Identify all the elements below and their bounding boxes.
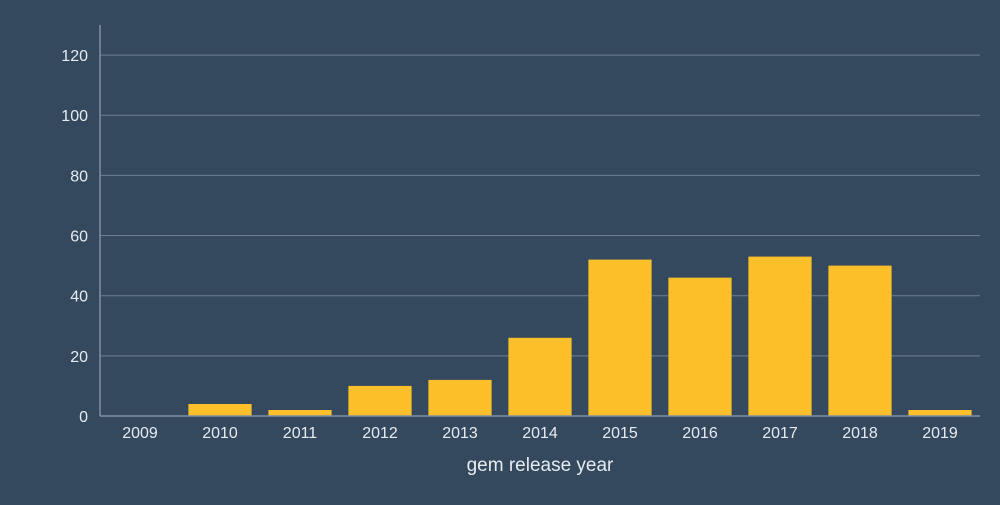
bar-2016[interactable] — [668, 277, 732, 416]
y-tick-label: 80 — [70, 168, 88, 185]
x-tick-label: 2018 — [842, 425, 878, 442]
x-tick-label: 2012 — [362, 425, 398, 442]
bar-2015[interactable] — [588, 259, 652, 416]
bar-2011[interactable] — [268, 409, 332, 416]
x-tick-label: 2009 — [122, 425, 158, 442]
axes — [99, 25, 980, 417]
x-axis-title: gem release year — [467, 455, 614, 476]
bar-2012[interactable] — [348, 385, 412, 416]
y-tick-labels: 0 20 40 60 80 100 120 — [61, 48, 88, 426]
y-tick-label: 0 — [79, 409, 88, 426]
y-tick-label: 120 — [61, 48, 88, 65]
bars — [188, 256, 972, 416]
y-tick-label: 100 — [61, 108, 88, 125]
x-tick-label: 2016 — [682, 425, 718, 442]
x-tick-label: 2013 — [442, 425, 478, 442]
x-tick-label: 2011 — [283, 425, 318, 442]
bar-2010[interactable] — [188, 403, 252, 416]
x-tick-label: 2017 — [762, 425, 798, 442]
bar-2018[interactable] — [828, 265, 892, 416]
y-tick-label: 60 — [70, 229, 88, 246]
x-tick-label: 2015 — [602, 425, 638, 442]
y-tick-label: 40 — [70, 289, 88, 306]
y-tick-label: 20 — [70, 349, 88, 366]
x-tick-label: 2014 — [522, 425, 558, 442]
bar-2017[interactable] — [748, 256, 812, 416]
x-tick-label: 2019 — [922, 425, 958, 442]
bar-2014[interactable] — [508, 337, 572, 416]
x-tick-labels: 2009 2010 2011 2012 2013 2014 2015 2016 2017 2018… — [122, 425, 958, 442]
x-tick-label: 2010 — [202, 425, 238, 442]
bar-2019[interactable] — [908, 409, 972, 416]
bar-2013[interactable] — [428, 379, 492, 416]
